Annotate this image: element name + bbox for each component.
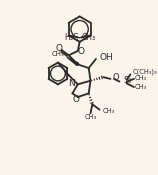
Text: N: N — [68, 79, 75, 88]
Polygon shape — [67, 57, 79, 66]
Text: CH₃: CH₃ — [135, 84, 147, 90]
Text: CH₃: CH₃ — [102, 108, 114, 114]
Text: H₃C: H₃C — [64, 33, 78, 42]
Text: O: O — [78, 47, 85, 56]
Text: CH₃: CH₃ — [135, 75, 147, 81]
Text: O: O — [55, 44, 62, 53]
Text: O: O — [112, 73, 119, 82]
Text: C(CH₃)₃: C(CH₃)₃ — [132, 68, 157, 75]
Text: Si: Si — [123, 76, 131, 85]
Text: CH₃: CH₃ — [81, 33, 95, 42]
Text: OH: OH — [100, 53, 113, 62]
Text: CH₃: CH₃ — [84, 114, 97, 120]
Text: CH₃: CH₃ — [52, 51, 64, 57]
Text: O: O — [73, 95, 79, 104]
